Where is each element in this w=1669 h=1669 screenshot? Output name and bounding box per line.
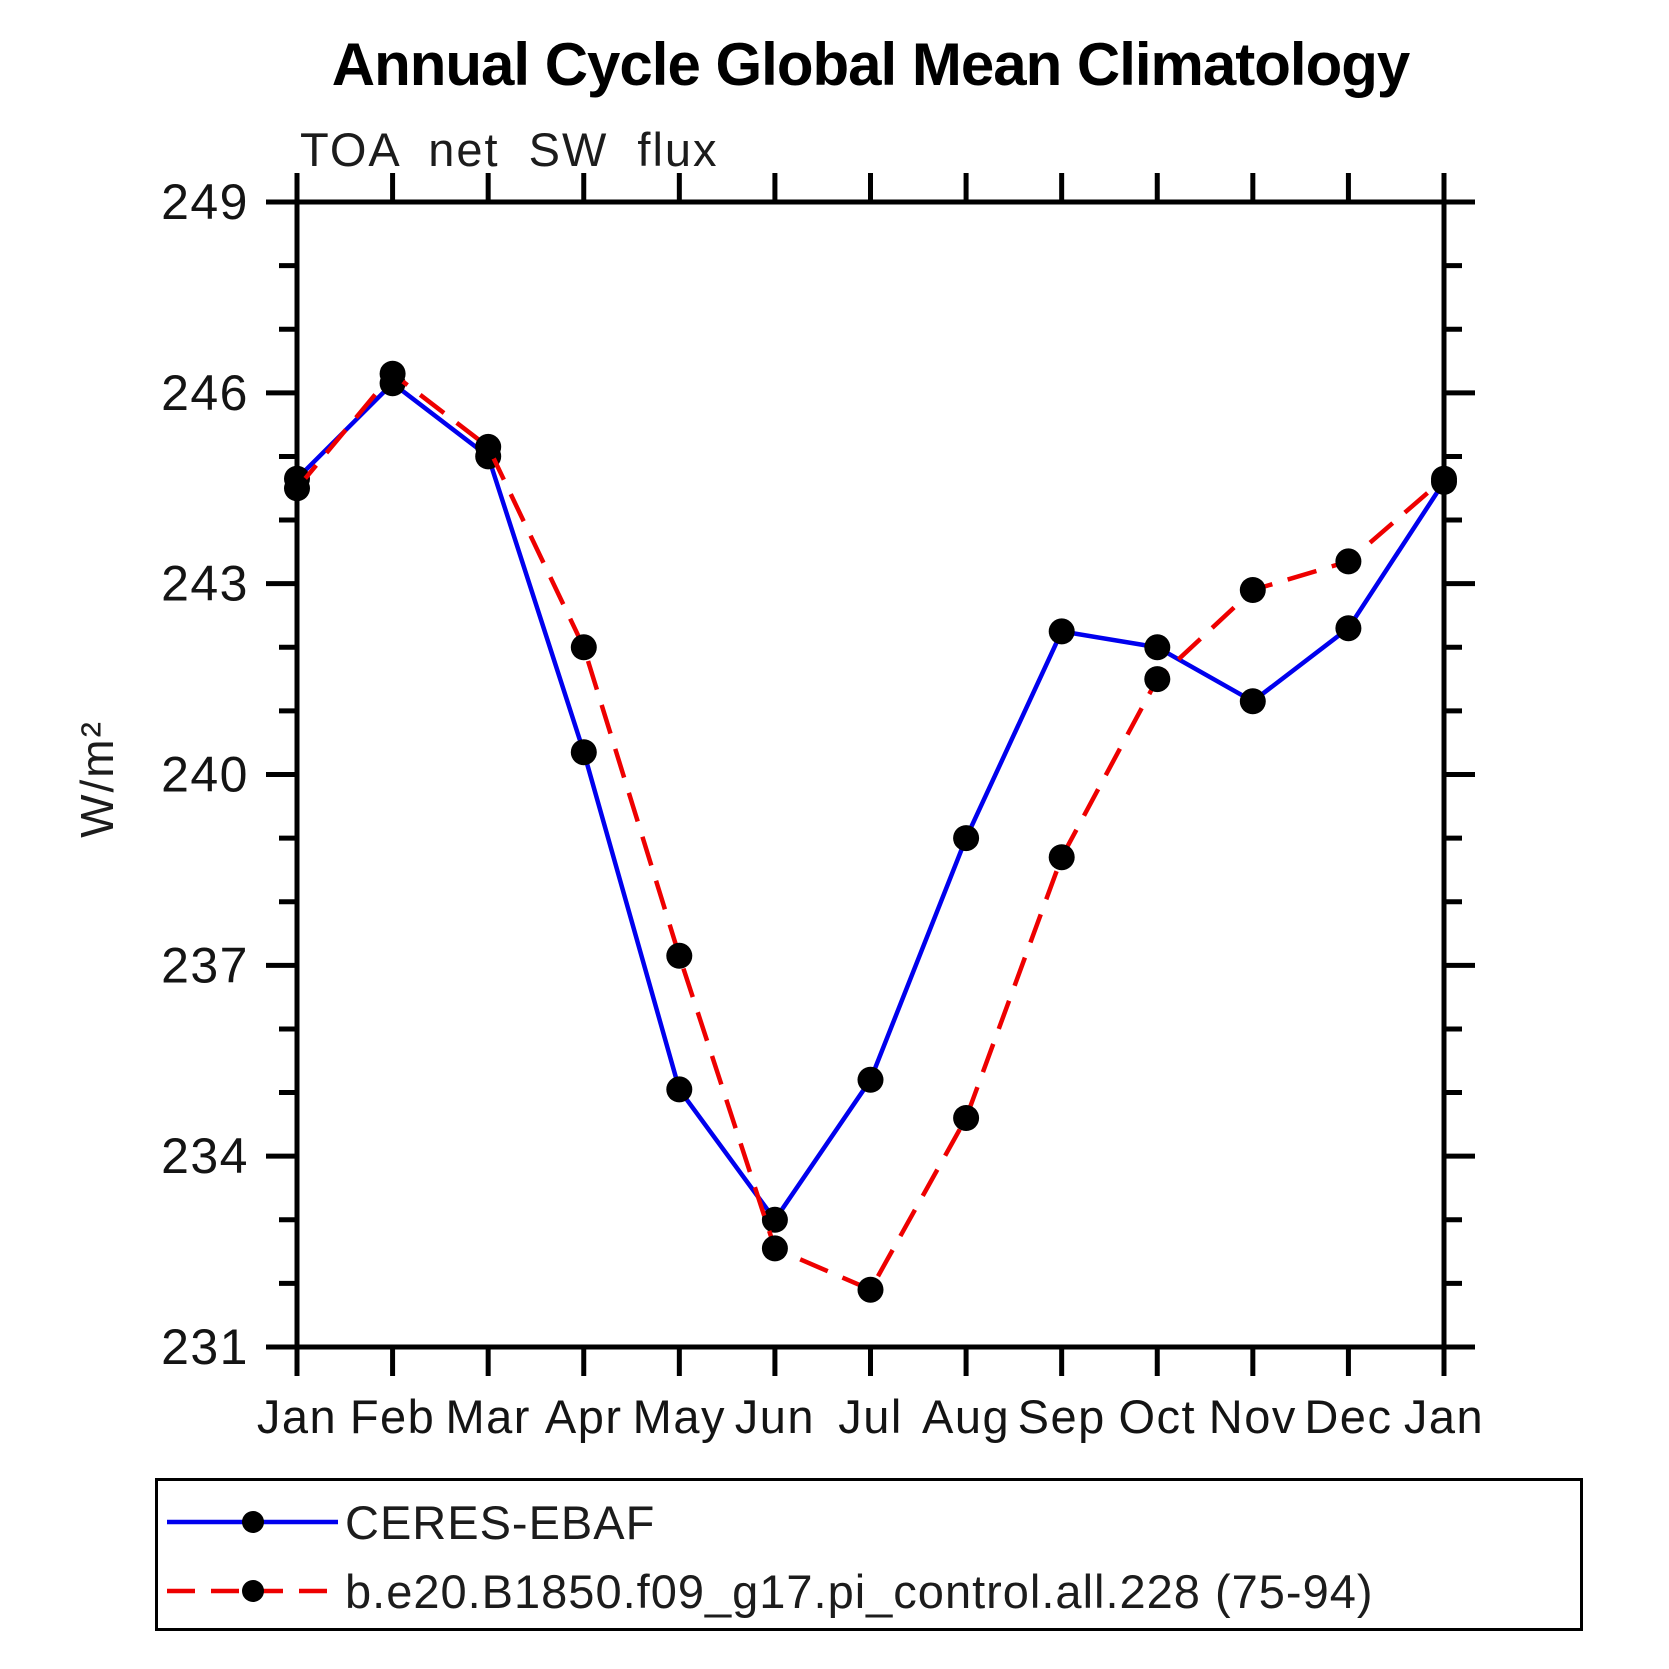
- data-point-marker: [1144, 666, 1171, 693]
- data-point-marker: [666, 942, 693, 969]
- x-tick-label: Sep: [1018, 1390, 1106, 1443]
- series-line-2: [295, 371, 1446, 1292]
- data-point-marker: [857, 1066, 884, 1093]
- data-point-marker: [1144, 634, 1171, 661]
- x-tick-label: May: [633, 1390, 726, 1443]
- data-point-marker: [1048, 618, 1075, 645]
- data-point-marker: [1335, 615, 1362, 642]
- data-point-marker: [1431, 465, 1457, 492]
- x-tick-label: Dec: [1304, 1390, 1392, 1443]
- data-point-marker: [953, 825, 980, 852]
- chart-subtitle: TOA net SW flux: [300, 123, 719, 176]
- legend-marker-dot: [242, 1580, 264, 1602]
- legend-entry-ceres: CERES-EBAF: [165, 1495, 656, 1549]
- x-tick-label: Jan: [257, 1390, 337, 1443]
- x-tick-label: Nov: [1209, 1390, 1297, 1443]
- x-tick-label: Aug: [922, 1390, 1010, 1443]
- chart-title: Annual Cycle Global Mean Climatology: [331, 31, 1411, 98]
- y-tick-label: 240: [161, 747, 249, 803]
- data-point-marker: [666, 1076, 693, 1103]
- x-tick-label: Jul: [838, 1390, 903, 1443]
- x-tick-label: Jan: [1404, 1390, 1484, 1443]
- y-tick-label: 237: [161, 937, 249, 993]
- data-point-marker: [953, 1105, 980, 1131]
- y-tick-label: 246: [161, 365, 249, 421]
- legend-swatch-solid-line: [167, 1511, 338, 1533]
- y-tick-label: 231: [161, 1319, 249, 1375]
- data-point-marker: [761, 1235, 788, 1262]
- data-point-marker: [761, 1206, 788, 1233]
- legend-swatch-dashed-line: [167, 1580, 338, 1602]
- legend-label-ceres: CERES-EBAF: [345, 1495, 656, 1549]
- legend-marker-dot: [242, 1511, 264, 1533]
- y-tick-label: 243: [161, 556, 249, 612]
- plot-frame: [294, 199, 1447, 1350]
- x-tick-label: Jun: [735, 1390, 815, 1443]
- data-point-marker: [1048, 844, 1075, 871]
- legend-label-model: b.e20.B1850.f09_g17.pi_control.all.228 (…: [345, 1564, 1374, 1618]
- legend-entry-model: b.e20.B1850.f09_g17.pi_control.all.228 (…: [165, 1564, 1374, 1618]
- series-line-1: [295, 381, 1446, 1223]
- data-point-marker: [1239, 577, 1266, 603]
- legend: CERES-EBAF b.e20.B1850.f09_g17.pi_contro…: [155, 1478, 1583, 1631]
- x-tick-label: Apr: [545, 1390, 623, 1443]
- y-tick-label: 234: [161, 1128, 249, 1184]
- data-point-marker: [1239, 688, 1266, 715]
- x-tick-label: Mar: [445, 1390, 530, 1443]
- data-point-marker: [570, 634, 597, 661]
- data-point-marker: [475, 433, 502, 460]
- data-point-marker: [570, 739, 597, 766]
- data-point-marker: [1335, 548, 1362, 575]
- y-tick-label: 249: [161, 174, 249, 230]
- x-tick-label: Feb: [350, 1390, 436, 1443]
- data-point-marker: [379, 360, 406, 387]
- data-point-marker: [284, 475, 310, 502]
- data-point-marker: [857, 1276, 884, 1303]
- x-tick-label: Oct: [1118, 1390, 1196, 1443]
